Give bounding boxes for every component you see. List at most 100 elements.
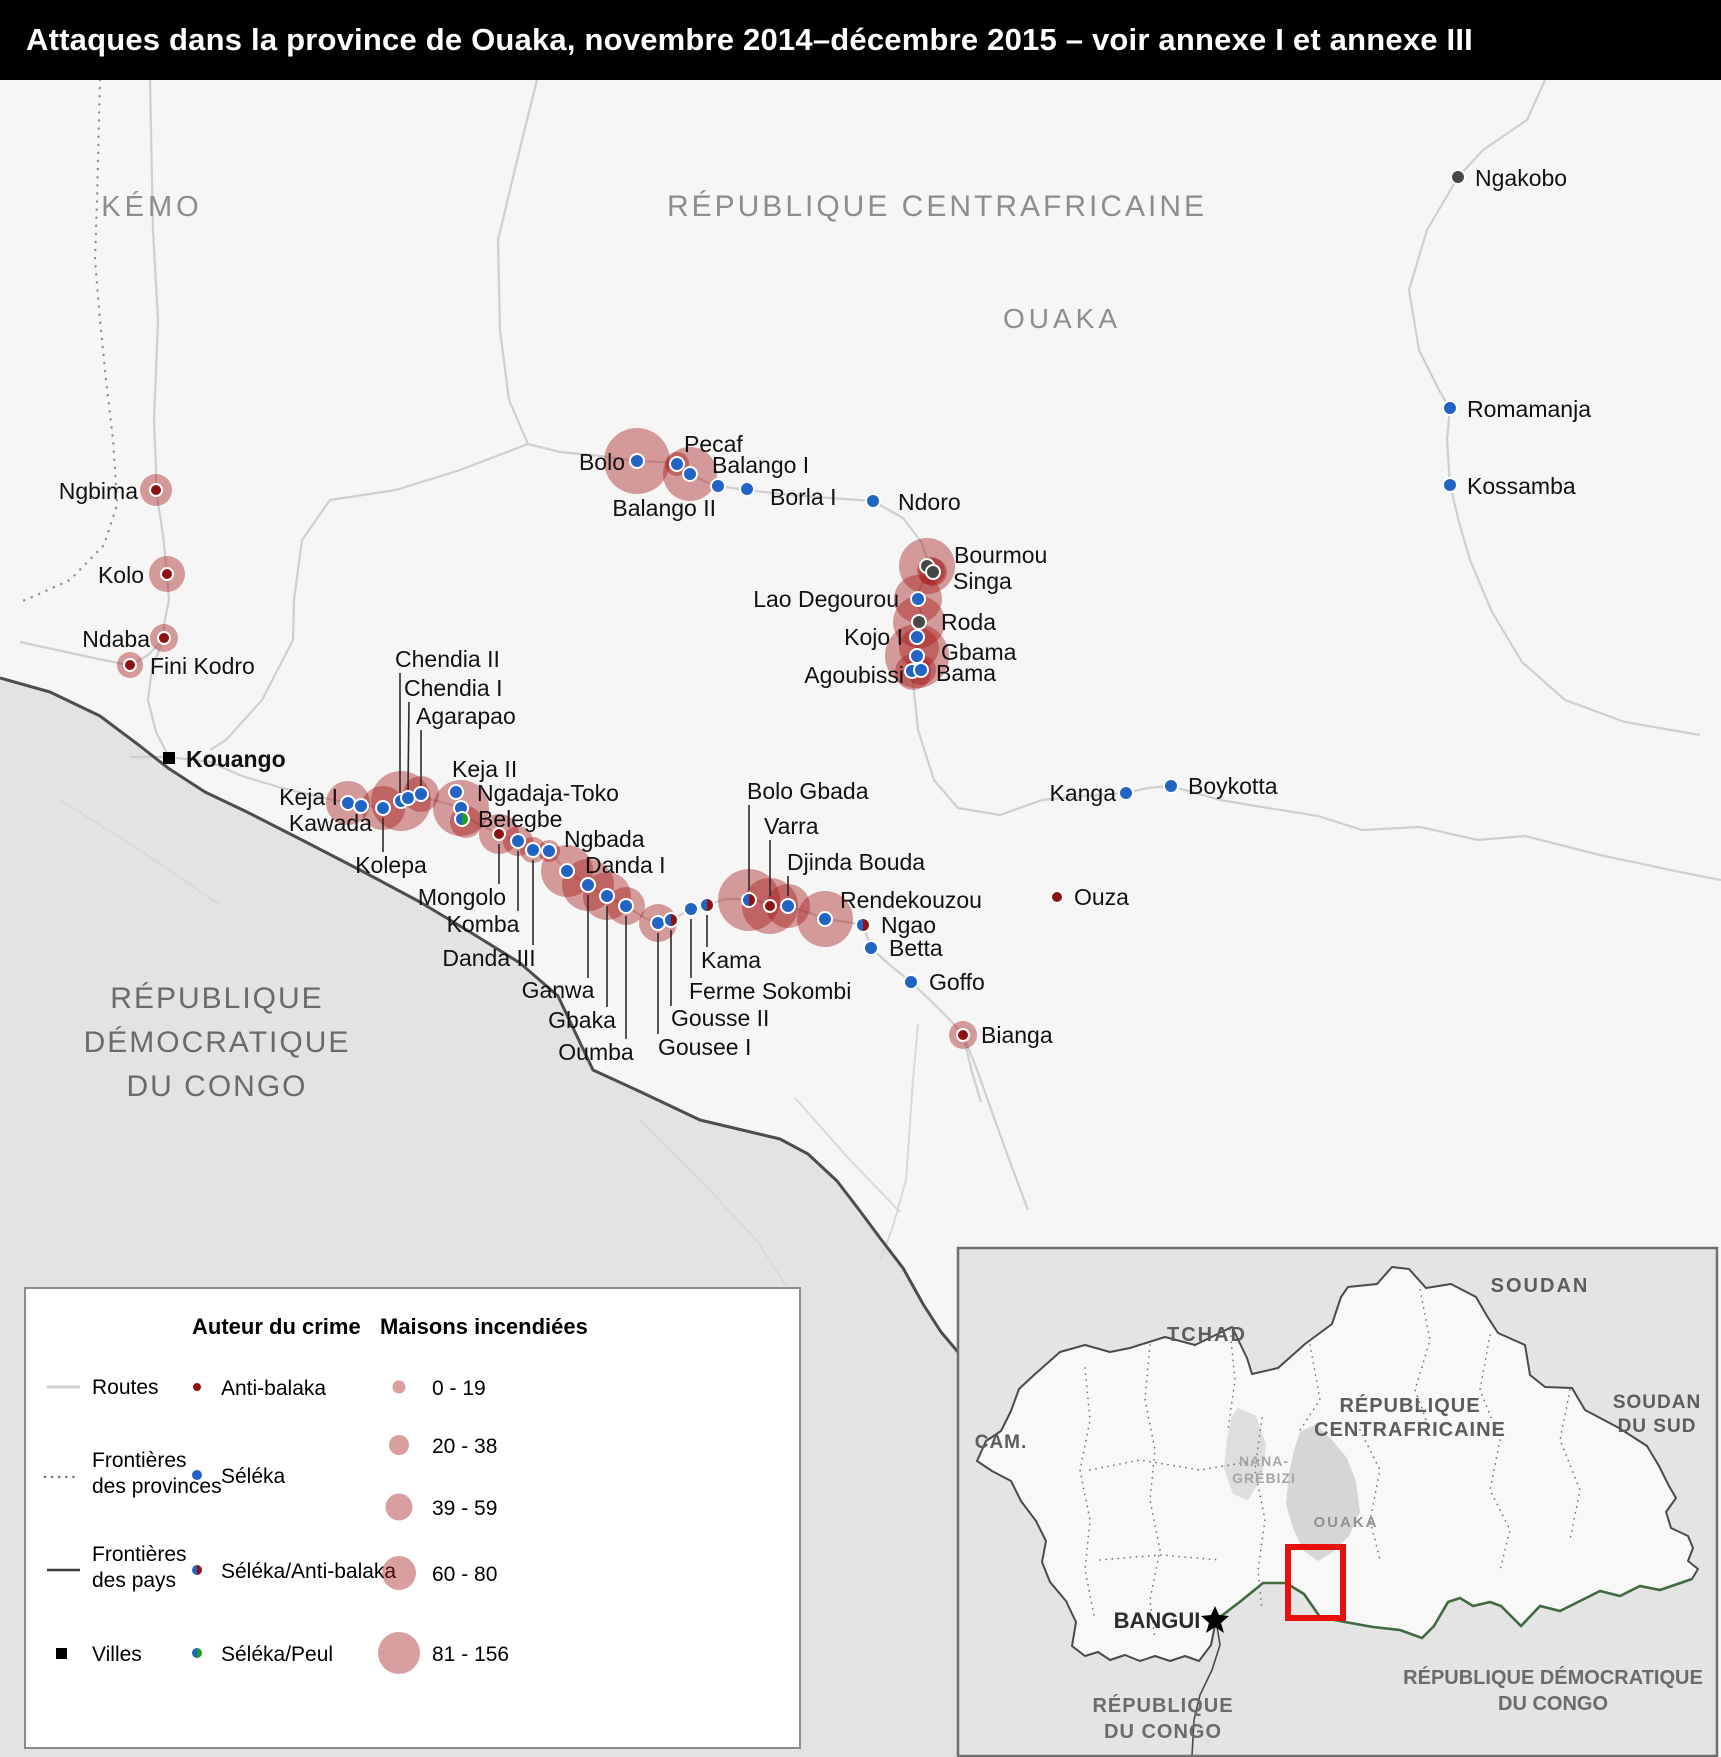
place-label-kouango: Kouango	[186, 746, 286, 772]
place-label-roda: Roda	[941, 609, 996, 635]
inset-province-ouaka	[1286, 1424, 1360, 1561]
inset-label-soudan-0: SOUDAN	[1491, 1275, 1590, 1297]
place-varra-dot	[763, 899, 777, 913]
place-label-rendekouzou: Rendekouzou	[840, 887, 982, 913]
place-label-kojo-i: Kojo I	[844, 624, 903, 650]
place-label-goffo: Goffo	[929, 969, 985, 995]
place-label-gbama: Gbama	[941, 639, 1017, 665]
place-label-bama: Bama	[936, 660, 996, 686]
inset-label-r-publique-11: RÉPUBLIQUE	[1092, 1694, 1233, 1717]
place-label-keja-ii: Keja II	[452, 756, 517, 782]
legend-sym-routes-label: Routes	[92, 1376, 159, 1399]
place-label-oumba: Oumba	[558, 1039, 634, 1065]
place-label-kama: Kama	[701, 947, 761, 973]
legend-size-label-3: 60 - 80	[432, 1563, 497, 1586]
place-rendekouzou-dot	[817, 911, 833, 927]
place-label-belegbe: Belegbe	[478, 806, 562, 832]
region-label-ouaka: OUAKA	[1003, 303, 1121, 334]
legend-size-circle-1	[389, 1435, 409, 1455]
place-keja-i-dot	[340, 795, 356, 811]
place-label-ngao: Ngao	[881, 912, 936, 938]
place-ngakobo-dot	[1450, 169, 1466, 185]
place-balango-i-dot	[710, 478, 726, 494]
legend-size-circle-3	[382, 1556, 416, 1590]
legend: Auteur du crime Maisons incendiées Routes F…	[24, 1287, 801, 1749]
legend-crime-label-seleka-peul: Séléka/Peul	[221, 1643, 333, 1666]
place-label-borla-i: Borla I	[770, 484, 836, 510]
inset-label-centrafricaine-6: CENTRAFRICAINE	[1314, 1419, 1506, 1441]
place-label-bourmou: Bourmou	[954, 542, 1047, 568]
legend-sym-villes-square	[56, 1648, 67, 1659]
place-label-keja-i: Keja I	[279, 784, 338, 810]
place-label-balango-ii: Balango II	[612, 495, 716, 521]
place-gousee-i-dot	[650, 915, 666, 931]
legend-size-circle-2	[385, 1493, 413, 1521]
legend-size-label-2: 39 - 59	[432, 1497, 497, 1520]
place-ngbada-dot	[541, 843, 557, 859]
place-kojo-i-dot	[909, 629, 925, 645]
region-label-d-mocratique: DÉMOCRATIQUE	[84, 1026, 351, 1059]
region-label-du-congo: DU CONGO	[127, 1070, 308, 1103]
place-kawada-dot	[353, 798, 369, 814]
inset-label-du-congo-12: DU CONGO	[1104, 1721, 1222, 1743]
place-label-gbaka: Gbaka	[548, 1007, 616, 1033]
place-mongolo-dot	[492, 827, 506, 841]
place-label-chendia-i: Chendia I	[404, 675, 502, 701]
region-label-r-publique-centrafricaine: RÉPUBLIQUE CENTRAFRICAINE	[667, 190, 1207, 223]
inset-province-dotted-10	[1099, 1554, 1221, 1561]
place-bama-dot	[913, 662, 929, 678]
place-ferme-sokombi-dot	[683, 901, 699, 917]
place-label-gousse-ii: Gousse II	[671, 1005, 769, 1031]
place-ngbima-dot	[149, 483, 163, 497]
place-lao-degourou-dot	[910, 591, 926, 607]
place-label-singa: Singa	[953, 568, 1012, 594]
inset-label-du-congo-14: DU CONGO	[1498, 1693, 1608, 1715]
place-roda-dot	[911, 614, 927, 630]
title-bar: Attaques dans la province de Ouaka, nove…	[0, 0, 1721, 80]
place-betta-dot	[863, 940, 879, 956]
faint-road-2	[639, 1119, 796, 1301]
legend-crime-label-seleka: Séléka	[221, 1465, 286, 1488]
place-label-bolo-gbada: Bolo Gbada	[747, 778, 869, 804]
inset-frame	[956, 1246, 1719, 1757]
place-danda-iii-dot	[525, 842, 541, 858]
place-balango-ii-dot	[682, 466, 698, 482]
place-fini-kodro-dot	[123, 658, 137, 672]
place-kolo-dot	[160, 567, 174, 581]
place-gbaka-dot	[599, 888, 615, 904]
place-label-ngbima: Ngbima	[59, 478, 138, 504]
place-label-kawada: Kawada	[289, 810, 372, 836]
place-ndoro-dot	[865, 493, 881, 509]
inset-label-nana--7: NANA-	[1239, 1453, 1289, 1469]
country-border	[0, 676, 960, 1353]
place-label-bianga: Bianga	[981, 1022, 1053, 1048]
inset-province-dotted-1	[1144, 1344, 1161, 1641]
place-label-ndoro: Ndoro	[898, 489, 961, 515]
place-agarapao-dot	[413, 786, 429, 802]
place-keja-ii-dot	[448, 784, 464, 800]
legend-crime-seleka-dot	[190, 1468, 204, 1482]
inset-label-r-publique-5: RÉPUBLIQUE	[1339, 1394, 1480, 1417]
legend-size-circle-0	[392, 1380, 406, 1394]
region-label-r-publique: RÉPUBLIQUE	[110, 982, 323, 1015]
legend-sym-fronti-res-label2: des pays	[92, 1569, 176, 1592]
place-pecaf-dot	[669, 456, 685, 472]
place-label-boykotta: Boykotta	[1188, 773, 1278, 799]
place-label-varra: Varra	[764, 813, 819, 839]
place-kouango-square	[163, 752, 175, 764]
place-singa-dot	[925, 564, 941, 580]
legend-sym-fronti-res-label: Frontières	[92, 1449, 187, 1472]
inset-label-r-publique-d-mocratique-13: RÉPUBLIQUE DÉMOCRATIQUE	[1403, 1666, 1703, 1689]
inset-province-dotted-3	[1254, 1417, 1266, 1611]
place-label-djinda-bouda: Djinda Bouda	[787, 849, 925, 875]
inset-green-border	[1215, 1577, 1693, 1640]
inset-label-bangui-10: BANGUI	[1114, 1608, 1201, 1633]
place-komba-dot	[510, 833, 526, 849]
place-label-ngbada: Ngbada	[564, 826, 645, 852]
place-oumba-dot	[618, 898, 634, 914]
inset-label-cam--4: CAM.	[975, 1432, 1028, 1453]
place-label-bolo: Bolo	[579, 449, 625, 475]
legend-sym-fronti-res-label2: des provinces	[92, 1475, 222, 1498]
